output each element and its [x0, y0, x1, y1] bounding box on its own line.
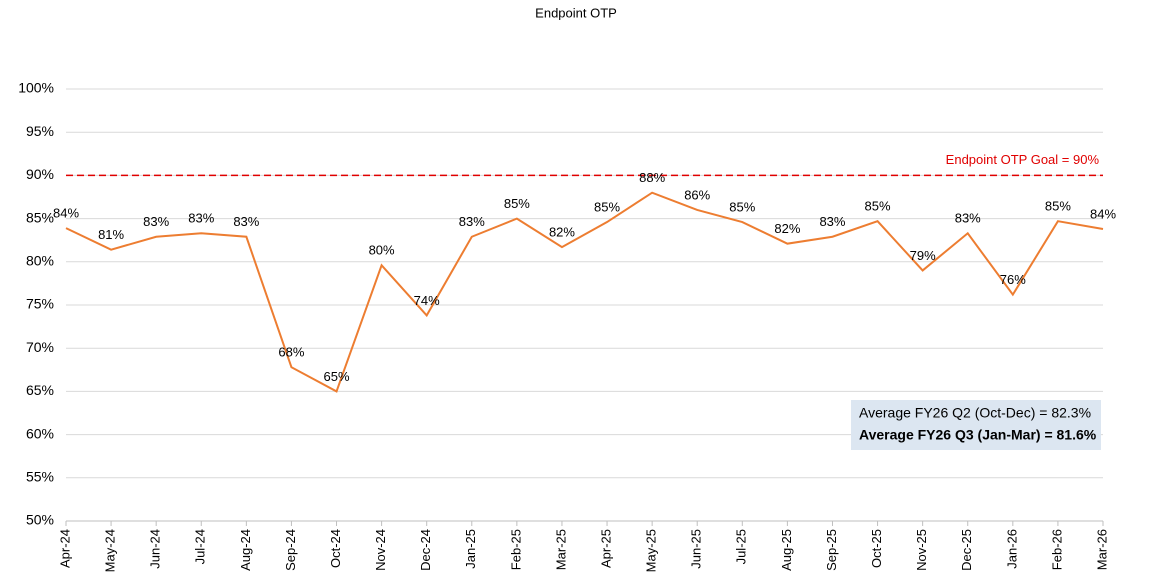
- x-tick-label: Sep-25: [824, 529, 839, 571]
- x-tick-label: Jun-24: [148, 529, 163, 569]
- data-label: 65%: [324, 369, 350, 384]
- series-line: [65, 191, 1104, 393]
- x-tick-label: Aug-24: [238, 529, 253, 571]
- x-tick-label: Apr-24: [57, 529, 72, 568]
- x-tick-label: Jul-25: [734, 529, 749, 564]
- data-label: 83%: [233, 214, 259, 229]
- note-box: [851, 400, 1101, 450]
- x-tick-label: Dec-24: [418, 529, 433, 571]
- data-label: 81%: [98, 227, 124, 242]
- y-tick-label: 55%: [26, 469, 54, 485]
- x-tick-label: Nov-25: [914, 529, 929, 571]
- x-tick-label: Oct-24: [328, 529, 343, 568]
- y-tick-label: 90%: [26, 166, 54, 182]
- x-tick-label: Mar-26: [1094, 529, 1109, 570]
- y-tick-label: 80%: [26, 253, 54, 269]
- x-tick-label: Jul-24: [193, 529, 208, 564]
- data-label: 83%: [188, 211, 214, 226]
- x-tick-label: May-25: [644, 529, 659, 572]
- goal-label: Endpoint OTP Goal = 90%: [946, 152, 1100, 167]
- data-label: 83%: [143, 214, 169, 229]
- data-label: 83%: [955, 211, 981, 226]
- data-label: 82%: [549, 225, 575, 240]
- note-text: Average FY26 Q2 (Oct-Dec) = 82.3%: [859, 405, 1091, 421]
- data-label: 85%: [504, 196, 530, 211]
- data-label: 85%: [729, 199, 755, 214]
- x-tick-label: Feb-26: [1049, 529, 1064, 570]
- data-label: 85%: [1045, 199, 1071, 214]
- data-label: 84%: [1090, 206, 1116, 221]
- y-tick-label: 85%: [26, 209, 54, 225]
- data-label: 79%: [910, 248, 936, 263]
- y-tick-label: 60%: [26, 425, 54, 441]
- y-tick-label: 100%: [18, 80, 54, 96]
- x-tick-label: Dec-25: [959, 529, 974, 571]
- y-tick-label: 70%: [26, 339, 54, 355]
- data-label: 80%: [369, 243, 395, 258]
- x-tick-label: Sep-24: [283, 529, 298, 571]
- y-tick-label: 50%: [26, 512, 54, 528]
- x-tick-label: May-24: [103, 529, 118, 572]
- x-tick-label: Feb-25: [508, 529, 523, 570]
- data-label: 68%: [278, 345, 304, 360]
- data-label: 83%: [819, 214, 845, 229]
- y-tick-label: 75%: [26, 296, 54, 312]
- data-label: 84%: [53, 206, 79, 221]
- chart-title: Endpoint OTP: [535, 5, 617, 20]
- note-text: Average FY26 Q3 (Jan-Mar) = 81.6%: [859, 427, 1097, 443]
- data-label: 86%: [684, 187, 710, 202]
- x-tick-label: Jun-25: [689, 529, 704, 569]
- x-tick-label: Apr-25: [598, 529, 613, 568]
- y-tick-label: 95%: [26, 123, 54, 139]
- data-label: 82%: [774, 221, 800, 236]
- data-label: 74%: [414, 293, 440, 308]
- data-label: 85%: [865, 199, 891, 214]
- x-tick-label: Oct-25: [869, 529, 884, 568]
- x-tick-label: Aug-25: [779, 529, 794, 571]
- data-label: 85%: [594, 199, 620, 214]
- data-label: 83%: [459, 214, 485, 229]
- y-tick-label: 65%: [26, 382, 54, 398]
- x-tick-label: Jan-26: [1004, 529, 1019, 569]
- x-tick-label: Mar-25: [553, 529, 568, 570]
- data-label: 88%: [639, 170, 665, 185]
- x-tick-label: Jan-25: [463, 529, 478, 569]
- x-tick-label: Nov-24: [373, 529, 388, 571]
- data-label: 76%: [1000, 272, 1026, 287]
